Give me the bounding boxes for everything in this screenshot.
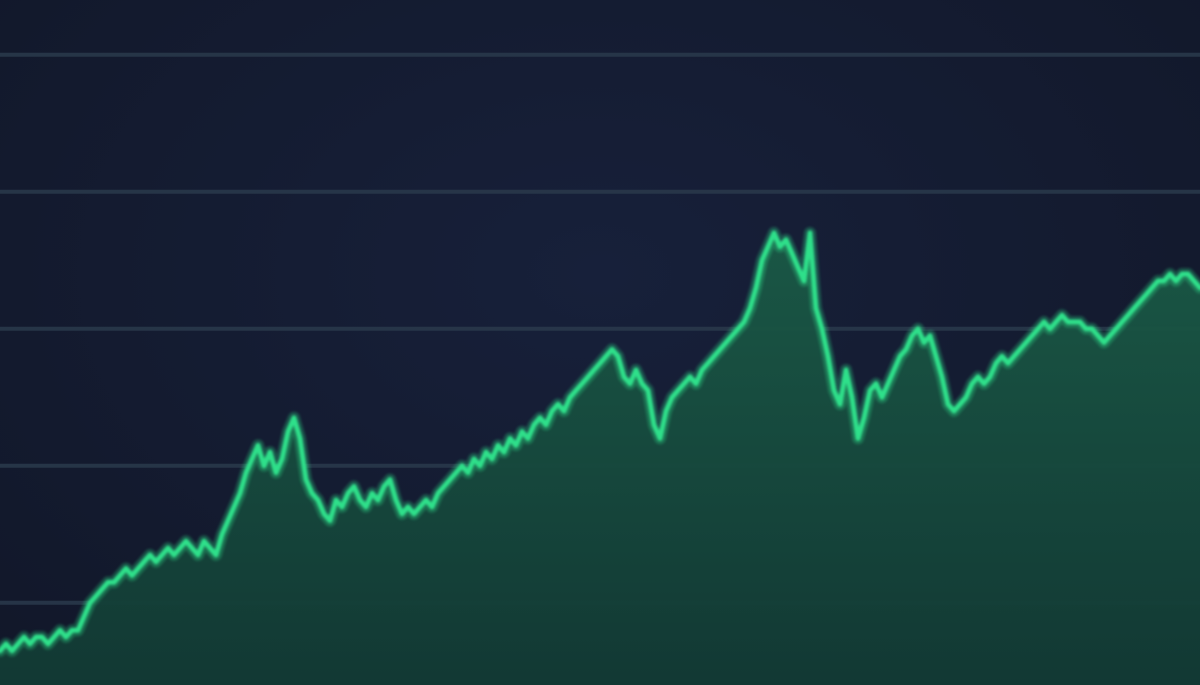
price-line <box>0 230 1200 654</box>
price-area-fill <box>0 232 1200 685</box>
